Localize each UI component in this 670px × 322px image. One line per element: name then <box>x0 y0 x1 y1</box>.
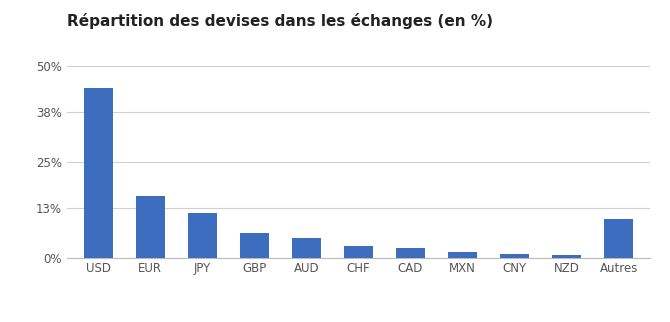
Bar <box>604 219 633 258</box>
Bar <box>344 246 373 258</box>
Bar <box>448 252 477 258</box>
Text: Répartition des devises dans les échanges (en %): Répartition des devises dans les échange… <box>67 13 493 29</box>
Bar <box>188 213 216 258</box>
Bar <box>292 238 321 258</box>
Bar <box>552 254 581 258</box>
Bar <box>136 196 165 258</box>
Bar <box>500 254 529 258</box>
Bar <box>84 88 113 258</box>
Bar <box>396 248 425 258</box>
Bar <box>240 232 269 258</box>
